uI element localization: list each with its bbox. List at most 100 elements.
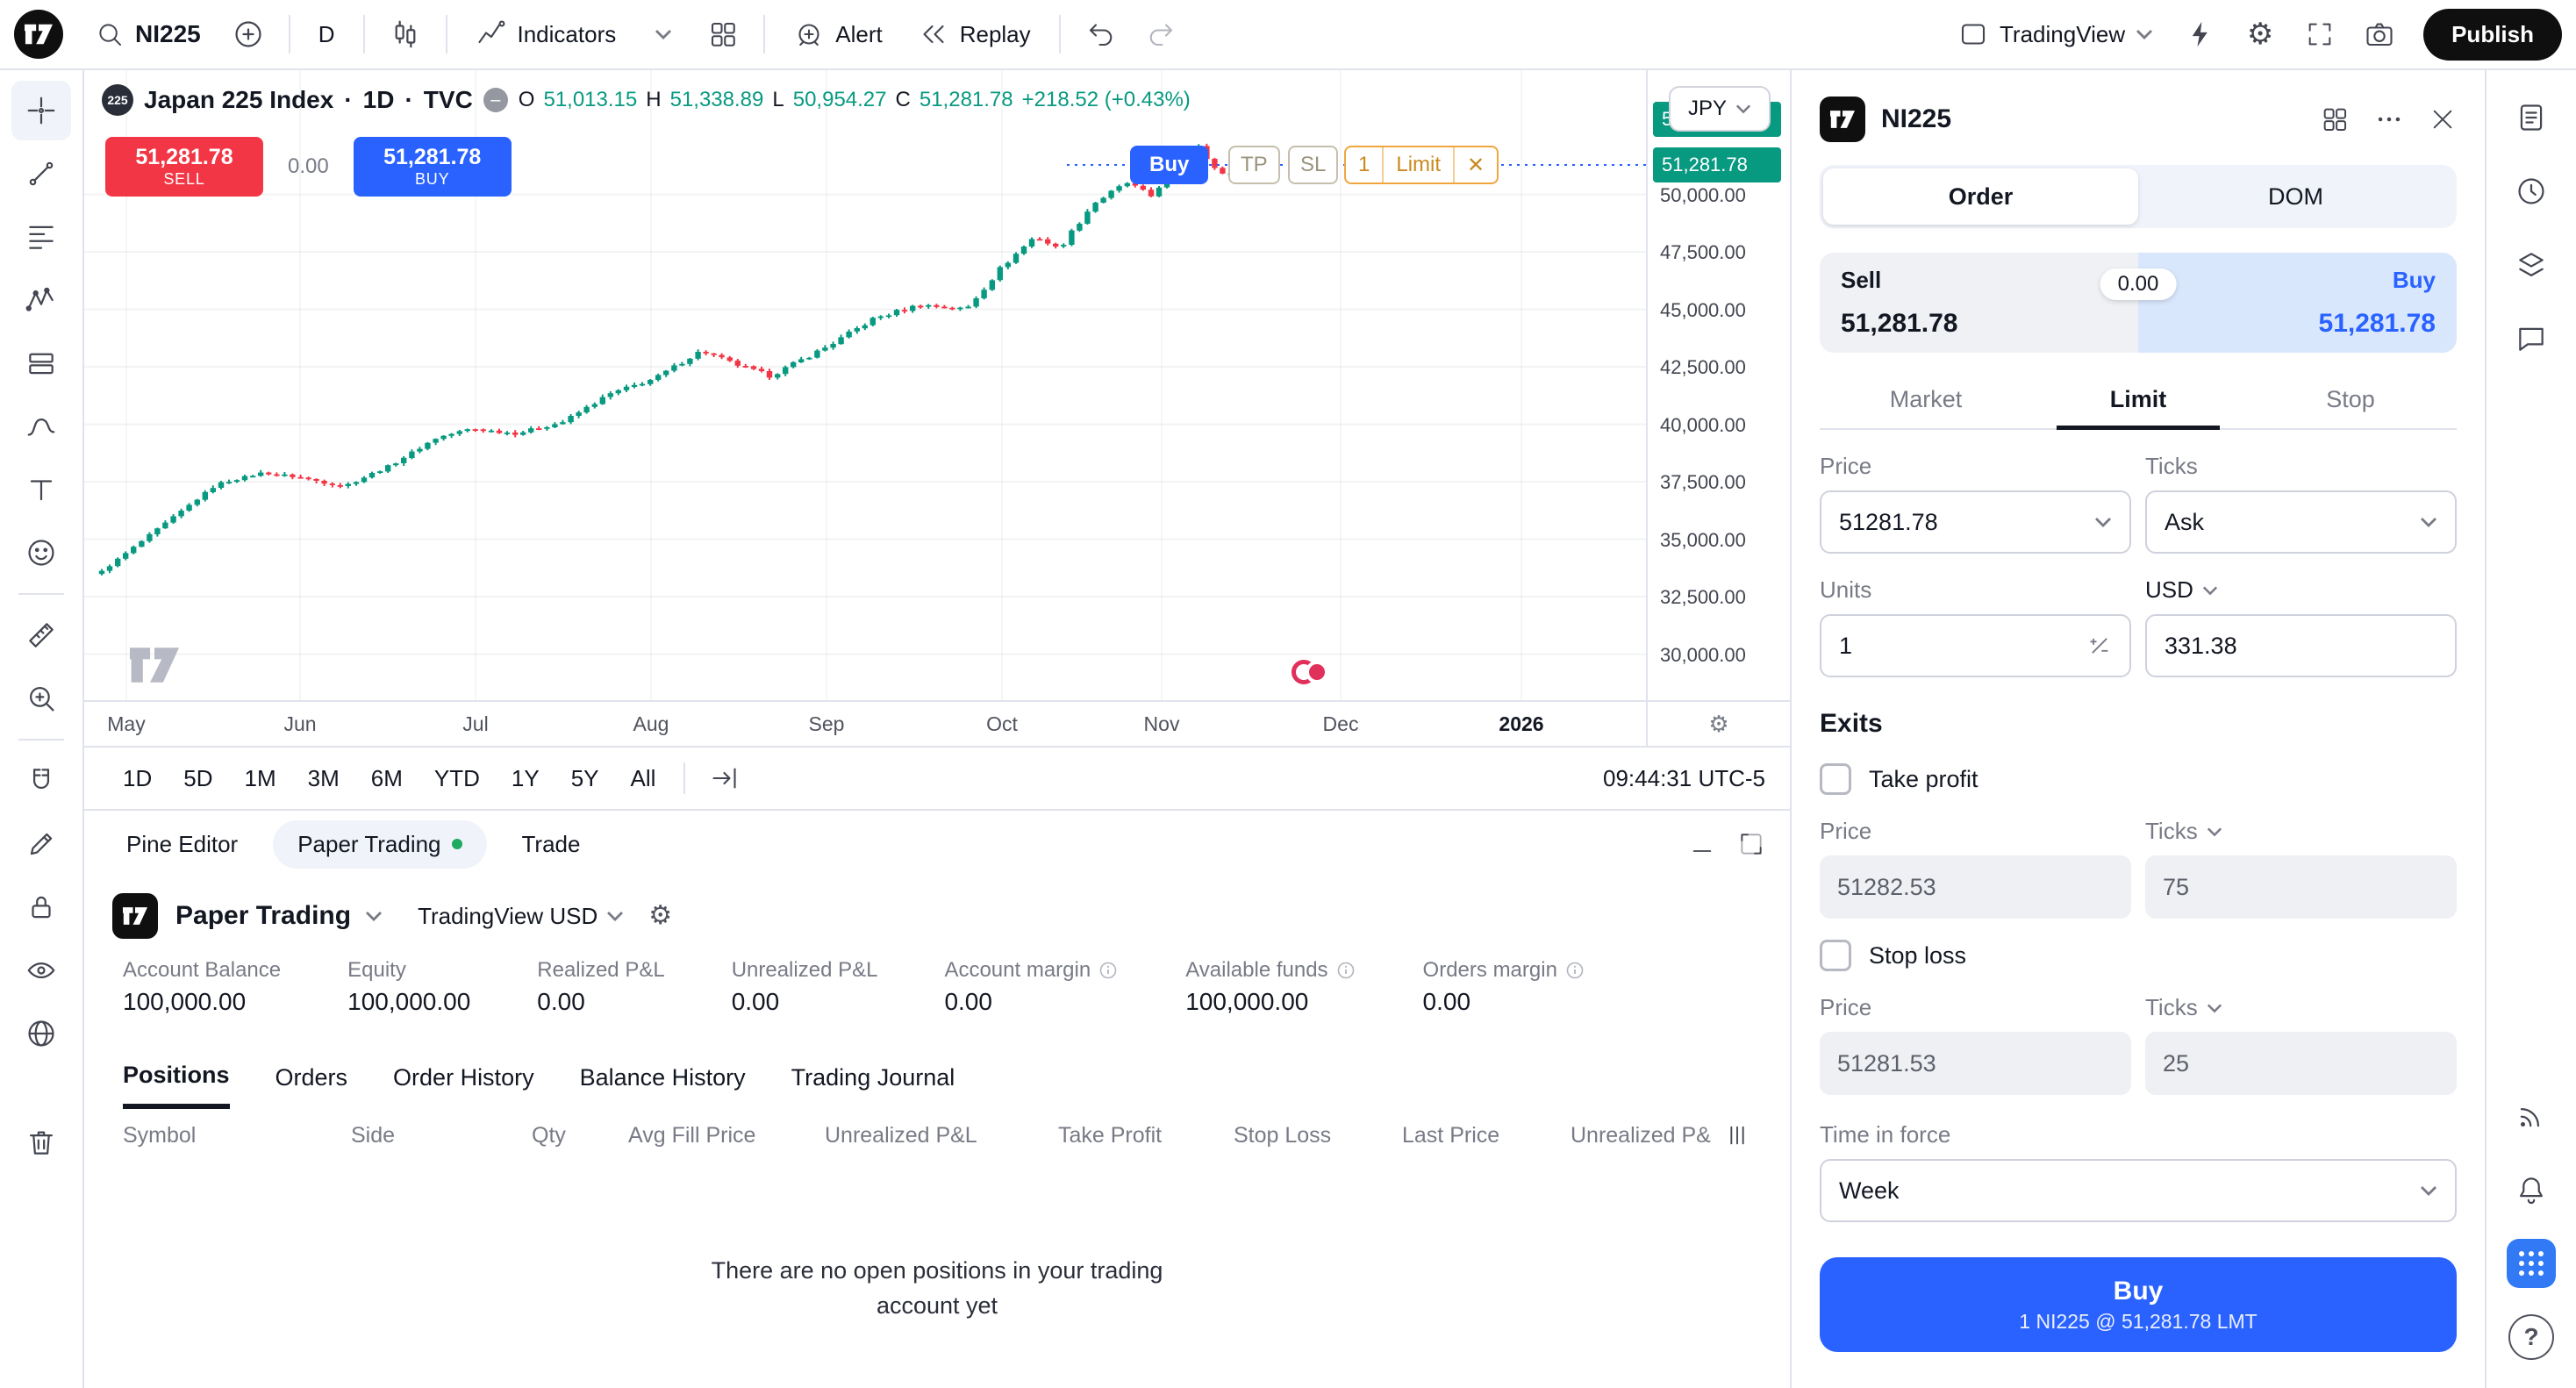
clock-label[interactable]: 09:44:31 UTC-5	[1603, 764, 1765, 791]
hide-all-tool[interactable]	[11, 941, 71, 1000]
apps-grid-button[interactable]	[2501, 1234, 2561, 1293]
indicators-dropdown-caret[interactable]	[637, 10, 690, 59]
tab-limit[interactable]: Limit	[2032, 370, 2244, 430]
indicator-templates-button[interactable]	[697, 10, 749, 59]
tab-trading-journal[interactable]: Trading Journal	[791, 1063, 955, 1091]
cancel-order-icon[interactable]: ✕	[1467, 153, 1485, 177]
price-scale[interactable]: 51,281.78 51,281.78 50,000.0047,500.0045…	[1646, 70, 1790, 700]
order-type-label[interactable]: Limit	[1382, 147, 1456, 182]
sell-side-button[interactable]: Sell 51,281.78	[1820, 253, 2138, 353]
zoom-tool[interactable]	[11, 669, 71, 728]
tp-ticks-select[interactable]: Ticks	[2145, 818, 2457, 845]
account-select[interactable]: TradingView USD	[418, 903, 624, 930]
column-header-symbol[interactable]: Symbol	[123, 1123, 197, 1148]
emoji-tool[interactable]	[11, 523, 71, 583]
tab-stop[interactable]: Stop	[2326, 385, 2375, 412]
range-ytd[interactable]: YTD	[420, 758, 494, 799]
drawing-mode-tool[interactable]	[11, 814, 71, 874]
tradingview-logo[interactable]	[14, 10, 63, 59]
interval-button[interactable]: D	[304, 12, 349, 57]
column-header-avg-fill-price[interactable]: Avg Fill Price	[628, 1123, 756, 1148]
units-input[interactable]: 1	[1820, 614, 2131, 677]
settings-button[interactable]: ⚙	[2234, 10, 2286, 59]
tab-order[interactable]: Order	[1823, 168, 2138, 225]
maximize-panel-button[interactable]	[1737, 830, 1765, 858]
column-header-qty[interactable]: Qty	[532, 1123, 566, 1148]
sl-ticks-select[interactable]: Ticks	[2145, 994, 2457, 1021]
tab-market[interactable]: Market	[1889, 385, 1963, 412]
chart-type-button[interactable]	[379, 10, 432, 59]
magnet-tool[interactable]	[11, 751, 71, 811]
column-header-last-price[interactable]: Last Price	[1402, 1123, 1500, 1148]
text-tool[interactable]	[11, 460, 71, 519]
column-header-take-profit[interactable]: Take Profit	[1058, 1123, 1163, 1148]
range-1d[interactable]: 1D	[109, 758, 166, 799]
range-1m[interactable]: 1M	[231, 758, 290, 799]
broker-select[interactable]: Paper Trading	[175, 901, 352, 930]
help-button[interactable]: ?	[2501, 1307, 2561, 1367]
add-symbol-button[interactable]	[222, 10, 275, 59]
symbol-search-button[interactable]: NI225	[81, 11, 215, 58]
layout-select-button[interactable]: TradingView	[1943, 10, 2167, 59]
range-6m[interactable]: 6M	[357, 758, 417, 799]
time-axis[interactable]: May Jun Jul Aug Sep Oct Nov Dec 2026 ⚙	[84, 700, 1790, 746]
goto-date-button[interactable]	[699, 754, 752, 803]
trend-line-tool[interactable]	[11, 144, 71, 204]
info-icon[interactable]	[1564, 960, 1585, 981]
ruler-tool[interactable]	[11, 605, 71, 665]
range-5d[interactable]: 5D	[169, 758, 226, 799]
account-settings-button[interactable]: ⚙	[648, 902, 672, 930]
object-tree-button[interactable]	[2501, 235, 2561, 295]
brush-tool[interactable]	[11, 397, 71, 456]
crosshair-tool[interactable]	[11, 81, 71, 140]
range-5y[interactable]: 5Y	[557, 758, 613, 799]
quick-search-button[interactable]	[2174, 10, 2227, 59]
replay-button[interactable]: Replay	[904, 10, 1045, 59]
tp-ticks-input[interactable]: 75	[2145, 855, 2457, 919]
lock-all-tool[interactable]	[11, 877, 71, 937]
publish-button[interactable]: Publish	[2423, 8, 2562, 61]
chat-button[interactable]	[2501, 309, 2561, 368]
price-input[interactable]: 51281.78	[1820, 490, 2131, 554]
scale-settings-button[interactable]: ⚙	[1708, 711, 1728, 738]
tab-orders[interactable]: Orders	[275, 1063, 348, 1091]
minimize-panel-button[interactable]	[1688, 830, 1716, 858]
order-buy-chip[interactable]: Buy	[1130, 146, 1209, 184]
tab-trade[interactable]: Trade	[504, 822, 598, 867]
position-tool[interactable]	[11, 333, 71, 393]
screenshot-button[interactable]	[2353, 10, 2406, 59]
column-header-unrealized-p[interactable]: Unrealized P&	[1571, 1123, 1711, 1148]
tif-select[interactable]: Week	[1820, 1159, 2457, 1222]
redo-button[interactable]	[1134, 10, 1187, 59]
take-profit-checkbox[interactable]	[1820, 763, 1851, 795]
remove-all-tool[interactable]	[11, 1113, 71, 1172]
chart-canvas[interactable]: 225 Japan 225 Index · 1D · TVC – O 51,013…	[84, 70, 1646, 700]
panel-layout-button[interactable]	[2320, 104, 2350, 134]
tab-order-history[interactable]: Order History	[393, 1063, 534, 1091]
amount-currency-select[interactable]: USD	[2145, 576, 2457, 604]
alerts-log-button[interactable]	[2501, 161, 2561, 221]
close-panel-button[interactable]	[2429, 105, 2457, 133]
range-1y[interactable]: 1Y	[497, 758, 554, 799]
sell-button[interactable]: 51,281.78 SELL	[105, 137, 263, 197]
info-icon[interactable]	[1098, 960, 1119, 981]
market-status-icon[interactable]: –	[483, 88, 508, 112]
fullscreen-button[interactable]	[2293, 10, 2346, 59]
chart-interval[interactable]: 1D	[362, 86, 395, 113]
take-profit-chip[interactable]: TP	[1228, 146, 1280, 184]
tp-price-input[interactable]: 51282.53	[1820, 855, 2131, 919]
column-header-side[interactable]: Side	[351, 1123, 396, 1148]
buy-button[interactable]: 51,281.78 BUY	[353, 137, 512, 197]
sl-ticks-input[interactable]: 25	[2145, 1032, 2457, 1095]
ticks-select[interactable]: Ask	[2145, 490, 2457, 554]
symbol-title[interactable]: Japan 225 Index	[144, 86, 334, 113]
stop-loss-chip[interactable]: SL	[1288, 146, 1339, 184]
candlestick-chart[interactable]	[84, 70, 1646, 700]
tab-paper-trading[interactable]: Paper Trading	[273, 819, 487, 869]
order-qty[interactable]: 1	[1358, 153, 1370, 176]
sync-drawings-tool[interactable]	[11, 1004, 71, 1063]
range-3m[interactable]: 3M	[294, 758, 354, 799]
range-all[interactable]: All	[617, 758, 670, 799]
streams-button[interactable]	[2501, 1086, 2561, 1146]
submit-buy-button[interactable]: Buy 1 NI225 @ 51,281.78 LMT	[1820, 1257, 2457, 1352]
